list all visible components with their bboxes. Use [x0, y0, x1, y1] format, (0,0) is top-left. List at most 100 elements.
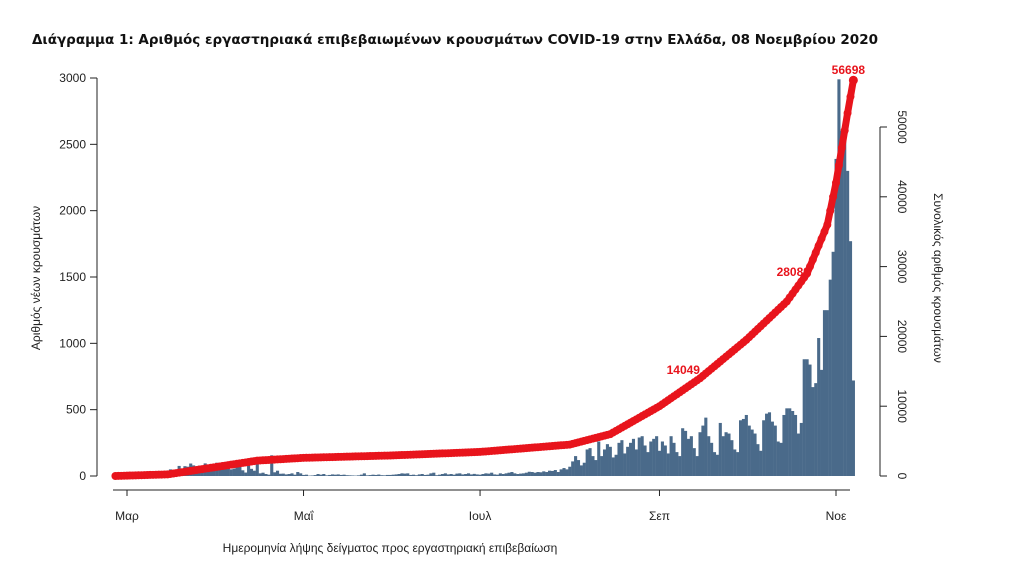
bar — [828, 279, 832, 476]
bar — [724, 432, 728, 476]
cumulative-point — [826, 206, 835, 215]
bar — [374, 474, 378, 476]
bar — [516, 474, 520, 476]
bar — [299, 473, 303, 476]
bar — [270, 455, 274, 476]
bar — [640, 436, 644, 476]
bar — [820, 369, 824, 476]
bar — [313, 475, 317, 476]
cumulative-annotation: 14049 — [667, 363, 701, 377]
bar — [605, 444, 609, 476]
cumulative-point — [820, 227, 829, 236]
bar — [811, 387, 815, 476]
bar — [247, 462, 251, 476]
cumulative-point — [817, 234, 826, 243]
bar — [750, 429, 754, 476]
bar — [316, 474, 320, 476]
bar — [576, 460, 581, 476]
bar — [304, 474, 309, 476]
bar — [232, 468, 236, 476]
x-tick-label: Μαΐ — [294, 509, 315, 523]
bar — [461, 474, 465, 476]
bar — [458, 473, 462, 476]
bar — [348, 475, 352, 476]
cumulative-point — [837, 143, 846, 152]
bar — [733, 449, 737, 476]
x-tick-label: Ιουλ — [469, 509, 492, 523]
bar — [380, 475, 384, 476]
cumulative-point — [811, 248, 820, 257]
bar — [765, 413, 769, 476]
bar — [762, 420, 766, 476]
bar — [339, 474, 343, 476]
bar — [394, 474, 398, 476]
bar — [533, 472, 537, 476]
bar — [365, 475, 369, 476]
bar — [475, 474, 479, 476]
cumulative-annotation: 56698 — [832, 63, 866, 77]
bar — [805, 359, 809, 476]
bar — [330, 474, 335, 476]
bar — [478, 474, 482, 476]
bar — [244, 472, 248, 476]
y-tick-label-left: 2000 — [59, 204, 86, 218]
bar — [383, 475, 387, 476]
bar — [788, 408, 792, 476]
bar — [574, 456, 578, 476]
bar — [712, 452, 717, 476]
bar — [660, 441, 664, 476]
bar — [423, 474, 427, 476]
bar — [553, 470, 557, 476]
bar — [328, 474, 332, 476]
bar — [290, 473, 294, 476]
bar — [359, 474, 364, 476]
bar — [357, 475, 361, 476]
bar — [466, 473, 471, 476]
bar — [799, 422, 803, 476]
cumulative-point — [808, 255, 817, 264]
bar — [490, 472, 494, 476]
bar — [791, 410, 795, 476]
bar — [843, 137, 847, 476]
bar — [293, 474, 297, 476]
bar — [678, 456, 682, 476]
bar — [521, 473, 526, 476]
bar — [721, 436, 725, 476]
bar — [542, 471, 546, 476]
bar — [585, 449, 589, 476]
bar — [524, 472, 528, 476]
bar — [409, 474, 413, 476]
bar — [614, 454, 618, 476]
bar — [275, 470, 280, 476]
bar — [258, 473, 262, 476]
bar — [793, 414, 798, 476]
cumulative-point — [814, 241, 823, 250]
bar — [333, 474, 337, 476]
bar — [817, 338, 821, 476]
bar — [464, 474, 468, 476]
bar — [802, 359, 806, 476]
bar — [249, 468, 254, 476]
bar — [707, 436, 711, 476]
bar — [637, 437, 641, 476]
bar — [385, 474, 390, 476]
chart-title: Διάγραμμα 1: Αριθμός εργαστηριακά επιβεβ… — [32, 32, 878, 48]
bar — [452, 474, 456, 476]
bar — [556, 472, 560, 476]
y-tick-label-left: 2500 — [59, 137, 86, 151]
bar — [588, 448, 592, 476]
bar — [741, 418, 745, 476]
cumulative-point — [834, 161, 843, 170]
bar — [698, 432, 702, 476]
bar — [808, 364, 812, 476]
bar — [739, 420, 743, 476]
bar — [736, 452, 740, 476]
bar — [626, 446, 630, 476]
bar — [507, 472, 511, 476]
bar — [510, 472, 514, 476]
bar — [235, 466, 239, 476]
bar — [579, 465, 583, 476]
y-tick-label-right: 20000 — [895, 320, 909, 354]
bar — [397, 474, 401, 476]
bar — [559, 469, 563, 476]
